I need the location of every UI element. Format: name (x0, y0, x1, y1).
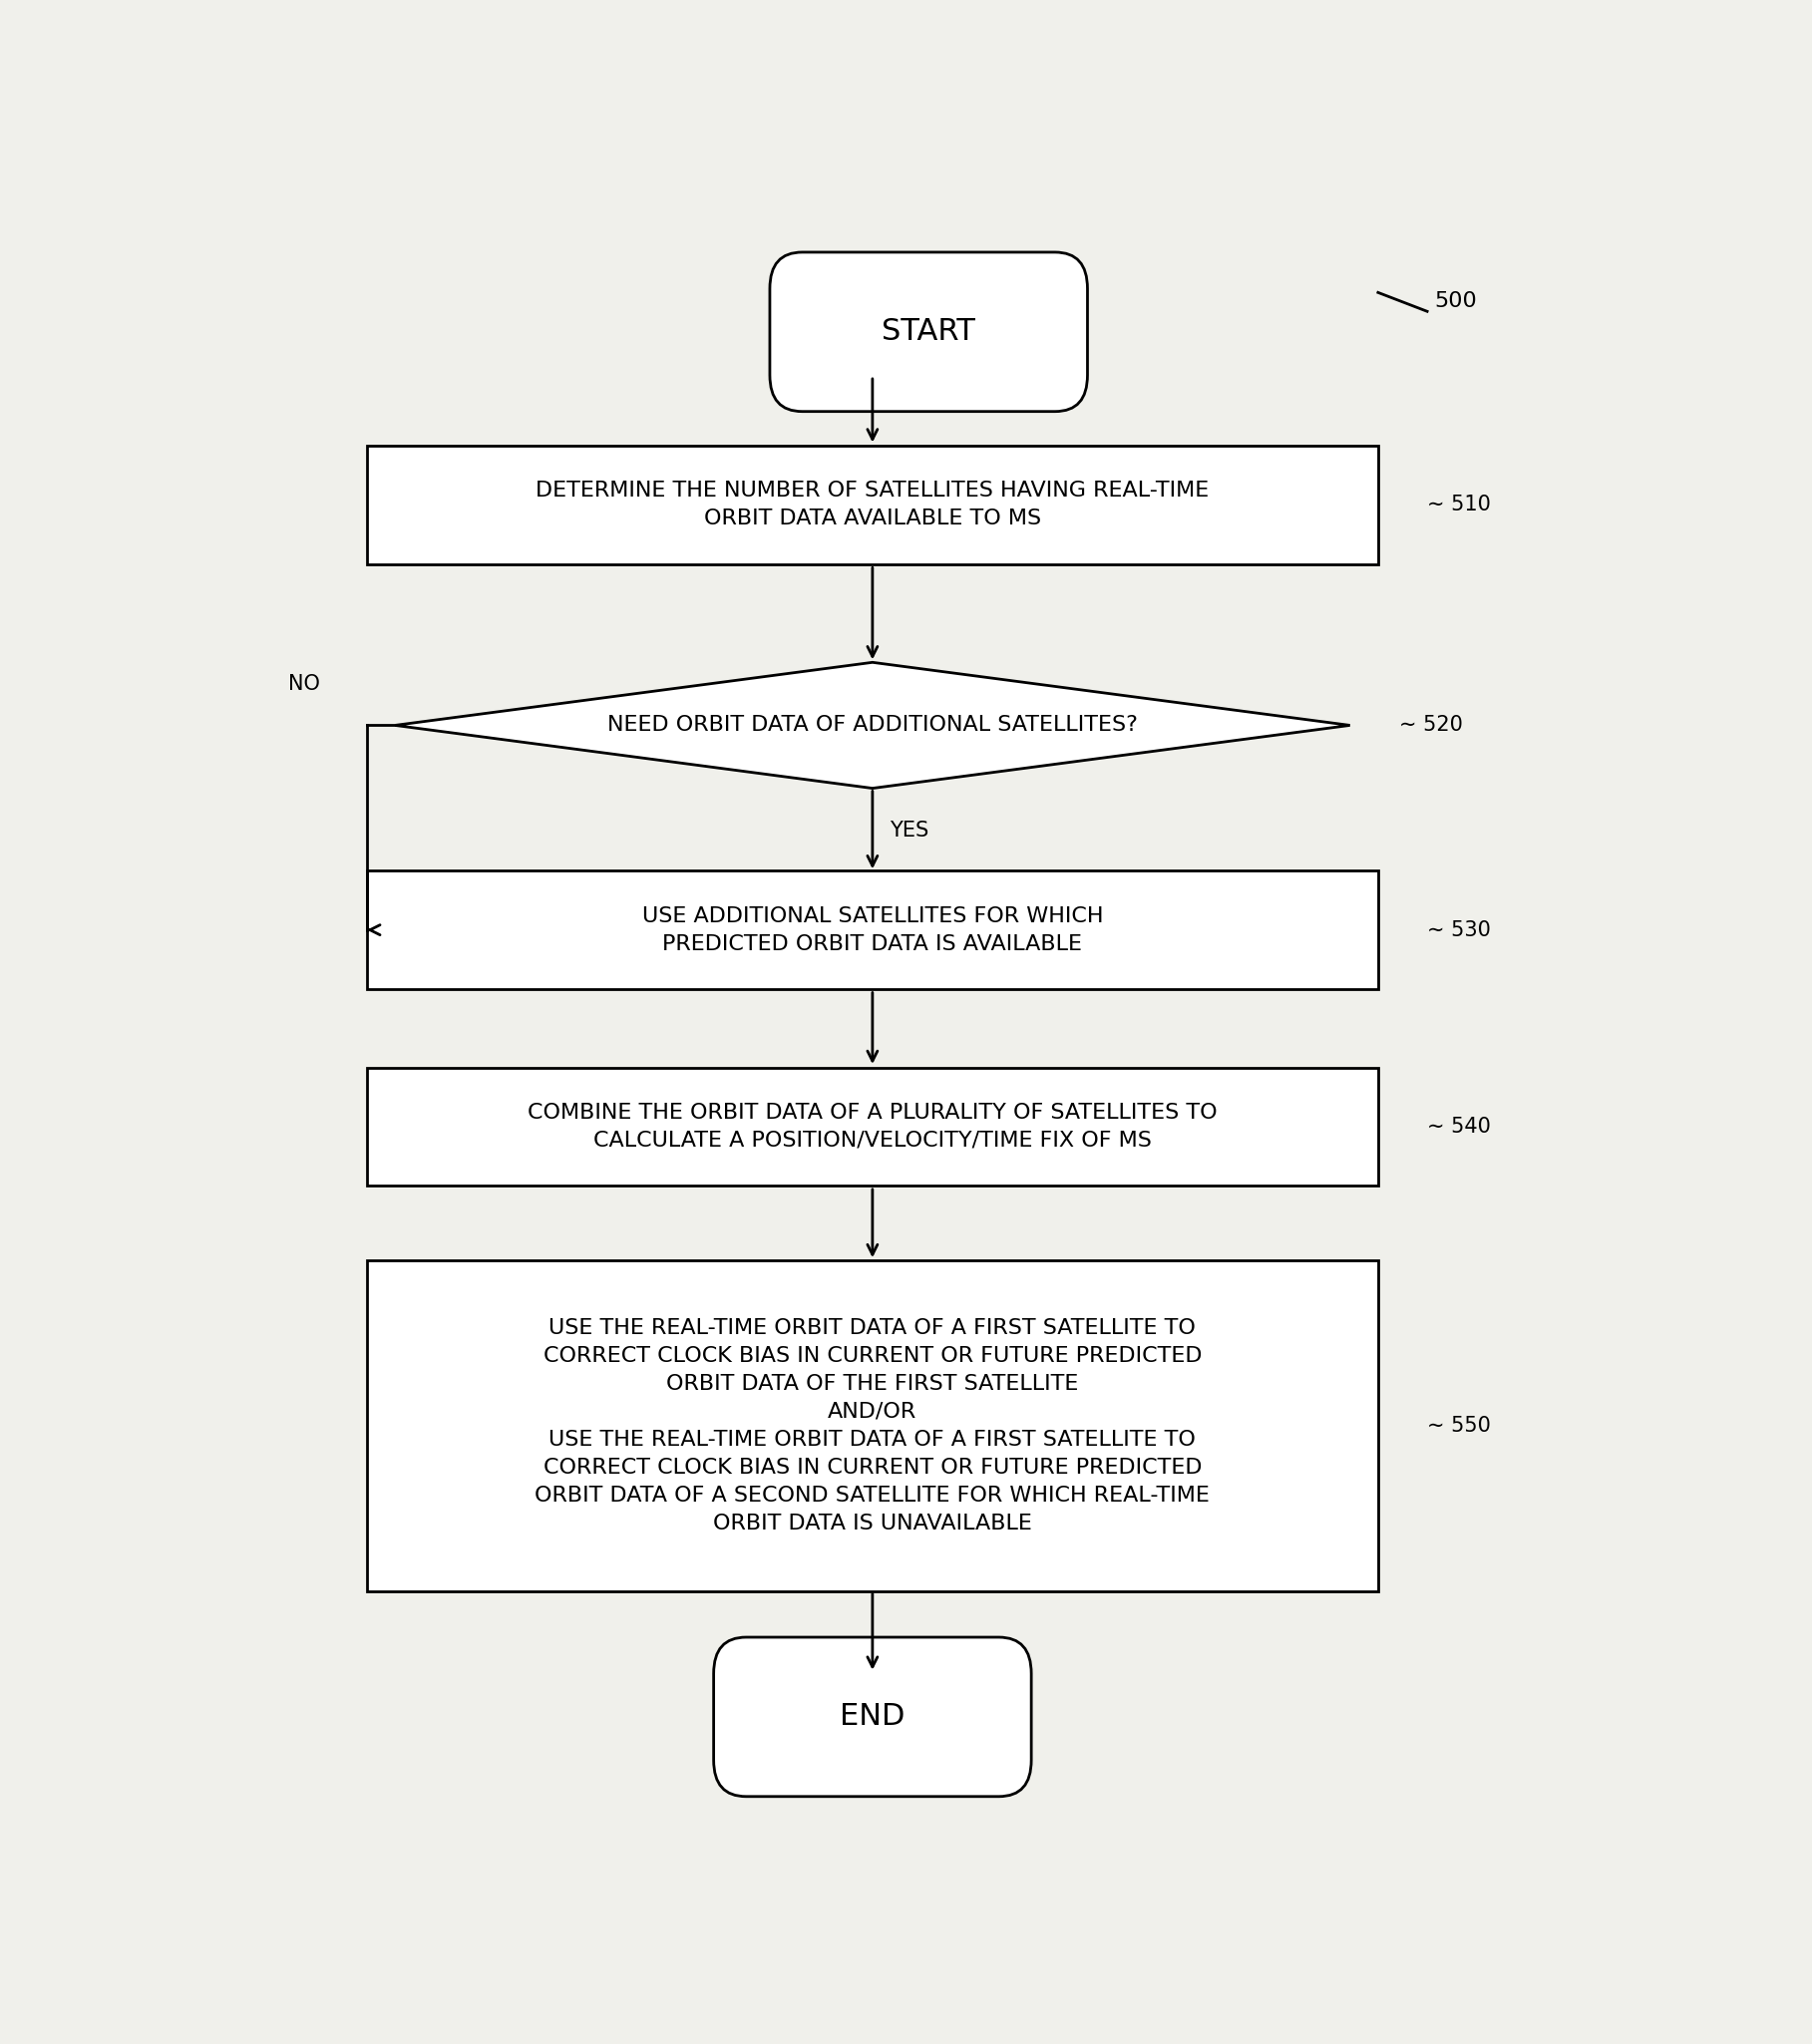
Bar (368, 871, 1379, 989)
Text: ∼ 550: ∼ 550 (1428, 1416, 1491, 1435)
Bar (368, 1261, 1379, 1590)
Text: YES: YES (890, 822, 928, 840)
Text: ∼ 530: ∼ 530 (1428, 920, 1491, 940)
Text: ∼ 510: ∼ 510 (1428, 495, 1491, 515)
FancyBboxPatch shape (714, 1637, 1031, 1797)
Text: USE ADDITIONAL SATELLITES FOR WHICH
PREDICTED ORBIT DATA IS AVAILABLE: USE ADDITIONAL SATELLITES FOR WHICH PRED… (641, 905, 1104, 955)
Bar (368, 446, 1379, 564)
Text: 500: 500 (1435, 292, 1477, 311)
FancyBboxPatch shape (770, 251, 1087, 411)
Text: COMBINE THE ORBIT DATA OF A PLURALITY OF SATELLITES TO
CALCULATE A POSITION/VELO: COMBINE THE ORBIT DATA OF A PLURALITY OF… (527, 1102, 1218, 1151)
Text: NEED ORBIT DATA OF ADDITIONAL SATELLITES?: NEED ORBIT DATA OF ADDITIONAL SATELLITES… (607, 715, 1138, 736)
Text: ∼ 540: ∼ 540 (1428, 1116, 1491, 1136)
Text: NO: NO (288, 675, 319, 693)
Text: USE THE REAL-TIME ORBIT DATA OF A FIRST SATELLITE TO
CORRECT CLOCK BIAS IN CURRE: USE THE REAL-TIME ORBIT DATA OF A FIRST … (535, 1318, 1210, 1533)
Text: START: START (882, 317, 975, 345)
Text: END: END (841, 1703, 904, 1731)
Bar (368, 1067, 1379, 1186)
Polygon shape (395, 662, 1350, 789)
Text: DETERMINE THE NUMBER OF SATELLITES HAVING REAL-TIME
ORBIT DATA AVAILABLE TO MS: DETERMINE THE NUMBER OF SATELLITES HAVIN… (536, 480, 1209, 529)
Text: ∼ 520: ∼ 520 (1399, 715, 1462, 736)
